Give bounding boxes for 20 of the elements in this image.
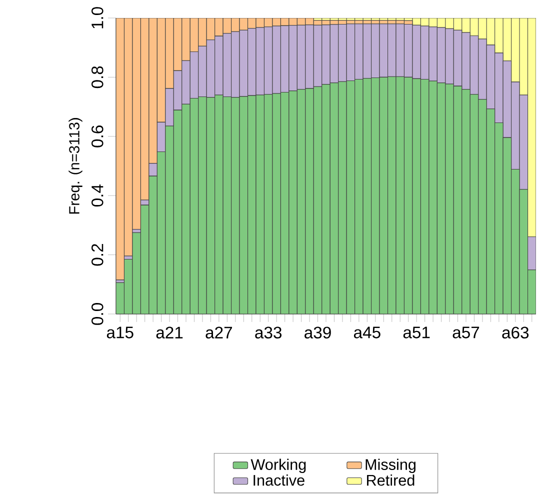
x-tick-label: a27: [206, 326, 232, 339]
y-tick-label: 0.4: [92, 184, 104, 207]
x-tick-label: a39: [304, 326, 331, 339]
legend-label: Inactive: [254, 474, 304, 486]
y-axis-title: Freq. (n=3113): [68, 118, 82, 214]
legend-label: Retired: [367, 474, 414, 486]
y-tick-label: 0.2: [92, 244, 104, 266]
x-tick-label: a33: [255, 326, 282, 339]
y-tick-label: 1.0: [92, 7, 104, 28]
legend-label: Working: [250, 458, 306, 473]
x-tick-label: a15: [106, 326, 134, 338]
x-tick-label: a51: [403, 326, 430, 338]
x-tick-label: a63: [502, 326, 529, 339]
x-tick-label: a21: [156, 326, 183, 339]
x-tick-label: a57: [452, 326, 480, 338]
y-tick-label: 0.6: [92, 126, 104, 148]
x-tick-label: a45: [354, 326, 380, 338]
y-tick-label: 0.8: [92, 66, 104, 88]
y-tick-label: 0.0: [92, 303, 104, 325]
legend-label: Missing: [366, 458, 416, 473]
